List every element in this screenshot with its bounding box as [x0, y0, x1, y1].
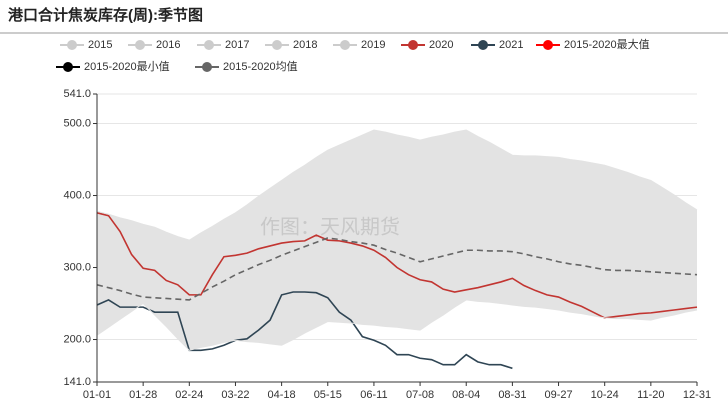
series-line [96, 237, 698, 301]
x-tick-label: 09-27 [544, 389, 572, 401]
legend-label[interactable]: 2021 [499, 39, 523, 51]
y-tick-label: 500.0 [63, 117, 91, 129]
x-tick-label: 08-31 [498, 389, 526, 401]
x-tick-label: 06-11 [360, 389, 387, 401]
x-tick-label: 04-18 [268, 389, 296, 401]
y-tick-label: 200.0 [63, 333, 91, 345]
watermark: 作图：天风期货 [260, 215, 400, 238]
legend-icon[interactable] [67, 40, 77, 50]
x-tick-label: 11-20 [637, 389, 664, 401]
legend-icon[interactable] [543, 40, 553, 50]
x-tick-label: 03-22 [221, 389, 249, 401]
legend-label[interactable]: 2017 [225, 39, 249, 51]
legend-icon[interactable] [204, 40, 214, 50]
legend-label[interactable]: 2015-2020最大值 [564, 37, 650, 51]
y-tick-label: 300.0 [63, 261, 91, 273]
legend-label[interactable]: 2015-2020均值 [223, 60, 298, 73]
x-tick-label: 10-24 [591, 389, 619, 401]
chart-title: 港口合计焦炭库存(周):季节图 [8, 6, 203, 24]
legend-icon[interactable] [478, 40, 488, 50]
y-tick-label: 141.0 [63, 376, 91, 388]
legend-icon[interactable] [408, 40, 418, 50]
legend-label[interactable]: 2016 [156, 39, 180, 51]
x-tick-label: 05-15 [314, 389, 342, 401]
x-tick-label: 01-01 [83, 389, 111, 401]
legend-icon[interactable] [340, 40, 350, 50]
series-line [96, 291, 513, 370]
legend-icon[interactable] [202, 62, 212, 72]
legend-label[interactable]: 2018 [293, 39, 317, 51]
band-edge [96, 129, 698, 241]
band-edge [96, 299, 698, 351]
x-tick-label: 07-08 [406, 389, 434, 401]
x-tick-label: 12-31 [683, 389, 711, 401]
legend-label[interactable]: 2019 [361, 39, 385, 51]
x-tick-label: 02-24 [175, 389, 203, 401]
legend-icon[interactable] [272, 40, 282, 50]
legend-icon[interactable] [63, 62, 73, 72]
legend-label[interactable]: 2015 [88, 39, 112, 51]
legend-label[interactable]: 2020 [429, 39, 453, 51]
legend-label[interactable]: 2015-2020最小值 [84, 60, 170, 73]
y-tick-label: 400.0 [63, 189, 91, 201]
y-tick-label: 541.0 [63, 88, 91, 100]
legend-icon[interactable] [135, 40, 145, 50]
x-tick-label: 08-04 [452, 389, 480, 401]
x-tick-label: 01-28 [129, 389, 157, 401]
